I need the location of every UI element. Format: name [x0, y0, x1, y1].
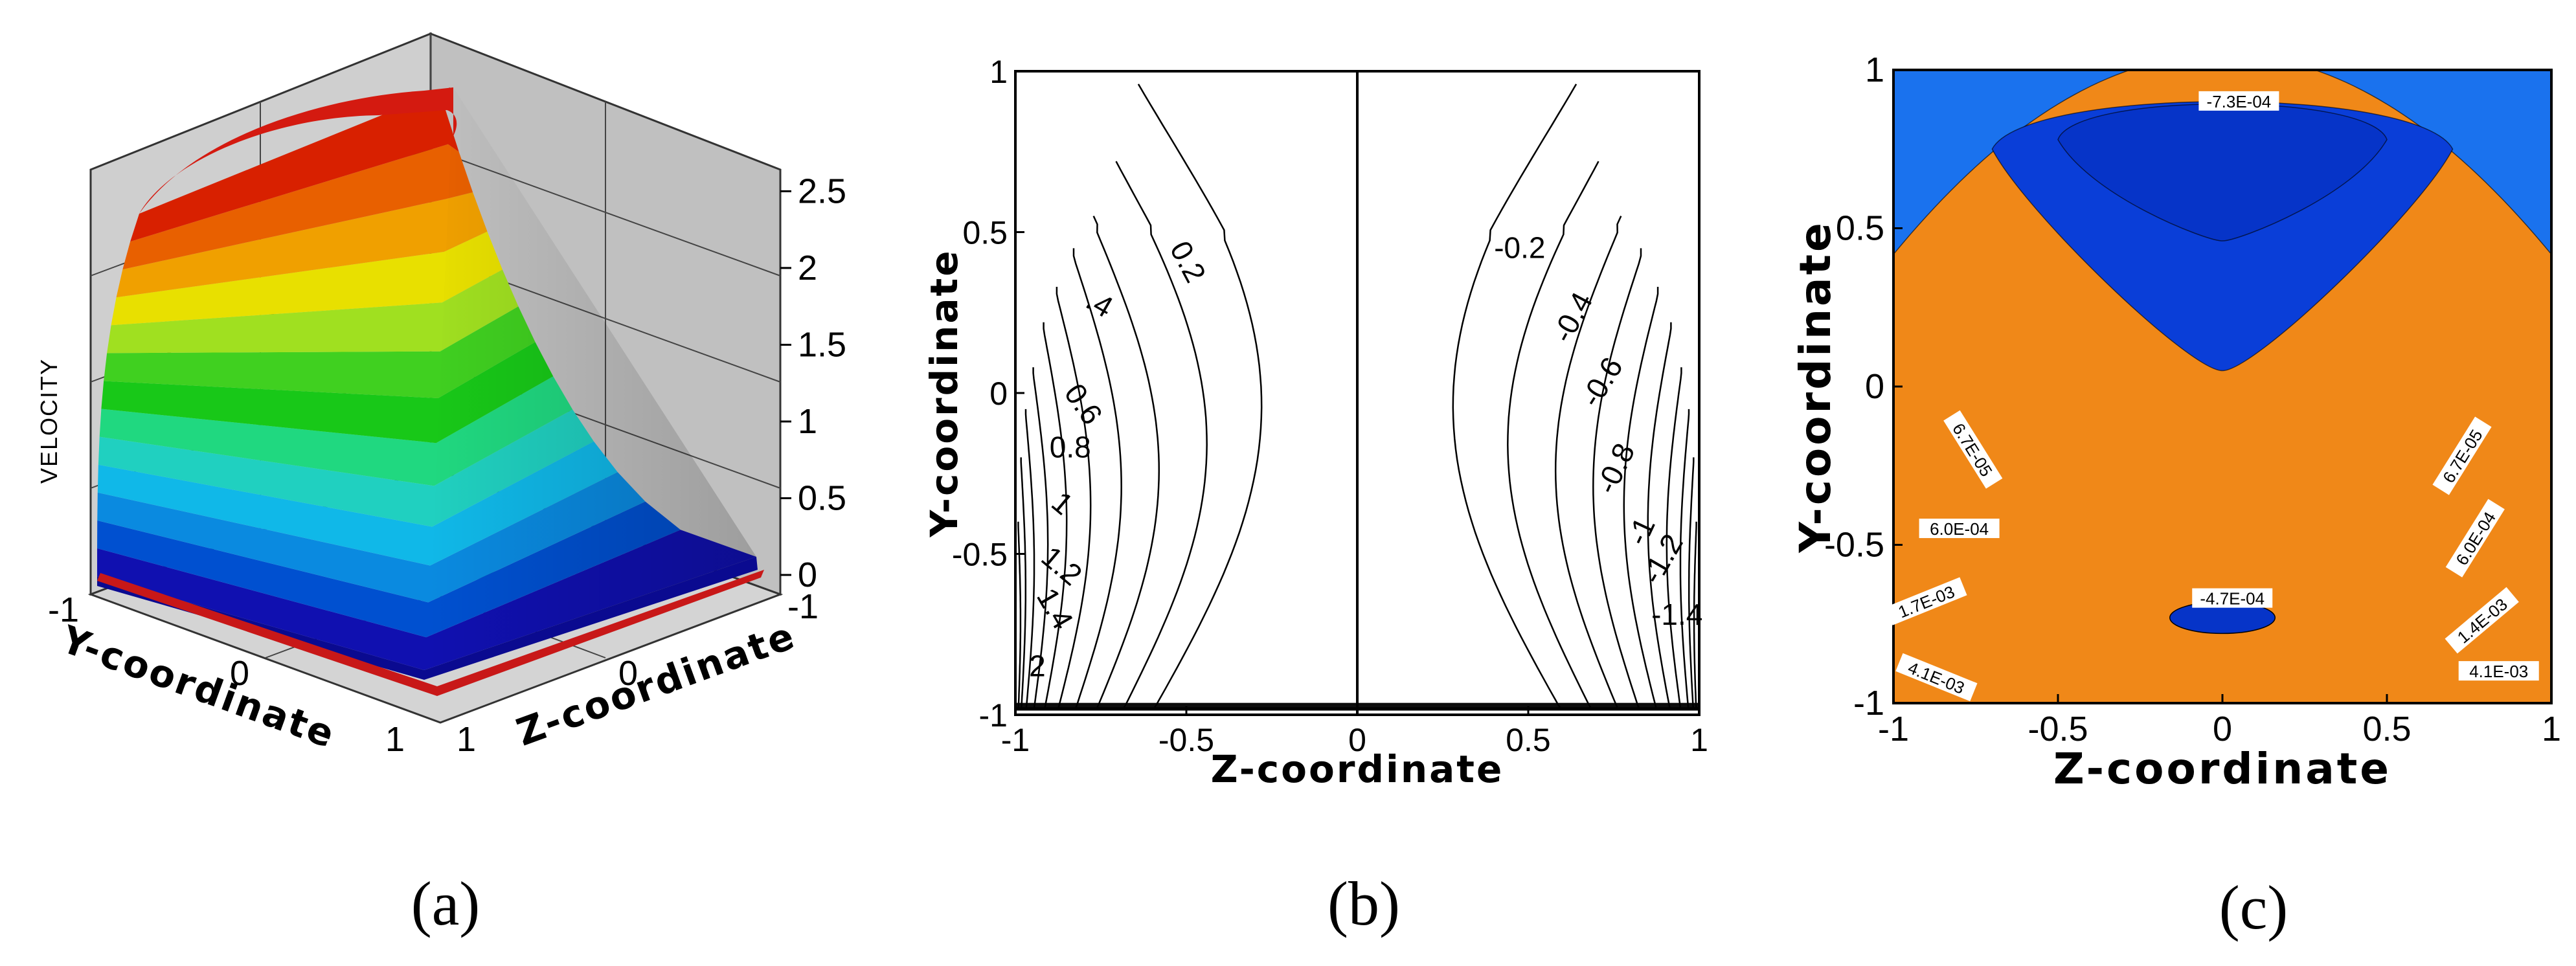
y-axis-label-b: Y-coordinate — [922, 249, 966, 537]
x-tick-label-b: 0.5 — [1506, 722, 1551, 758]
x-tick-label-b: 0 — [1348, 722, 1366, 758]
contour-label-text: -7.3E-04 — [2207, 92, 2272, 111]
contour-line — [1115, 161, 1208, 711]
contour-line — [1020, 457, 1027, 710]
contour-label-text: -4.7E-04 — [2200, 589, 2265, 609]
contour-line — [1647, 322, 1672, 710]
contour-label-bg — [2192, 588, 2273, 608]
panel-b-contour-plot: 0.2.40.60.811.21.42-0.2-0.4-0.6-0.8-1-1.… — [922, 54, 1708, 791]
y-tick-label-c: 0.5 — [1836, 209, 1884, 248]
contour-line — [1666, 367, 1682, 710]
x-axis-label-b: Z-coordinate — [1211, 747, 1504, 791]
y-tick-label-c: 1 — [1865, 51, 1884, 89]
x-tick-label-c: 0 — [2213, 710, 2232, 748]
x-tick-label-b: 1 — [1690, 722, 1708, 758]
x-tick-label-c: 1 — [2542, 710, 2561, 748]
y-tick-label-c: 0 — [1865, 367, 1884, 406]
contour-label-bg — [2198, 91, 2279, 111]
contour-line — [1137, 84, 1263, 711]
z-tick-label: 0.5 — [798, 478, 846, 517]
contour-label-bg — [1943, 410, 2003, 489]
y-tick-minus1: -1 — [48, 590, 79, 629]
surface-band-9 — [111, 231, 503, 326]
contour-label-bg — [2458, 661, 2539, 681]
caption-b: (b) — [1328, 869, 1400, 938]
z-tick-label: 2.5 — [798, 172, 846, 210]
contour-label-c: 6.0E-04 — [1919, 519, 2000, 539]
contour-line — [1623, 287, 1659, 710]
contour-label-c: -7.3E-04 — [2198, 91, 2279, 111]
contour-line — [1056, 287, 1092, 710]
contour-label-left: 0.8 — [1050, 430, 1091, 464]
y-tick-label-c: -0.5 — [1824, 526, 1884, 565]
contour-fills-c — [1893, 70, 2551, 703]
contour-label-bg — [1919, 519, 2000, 539]
surface-top-cap — [139, 87, 457, 214]
contour-label-bg — [1885, 577, 1967, 625]
surface-band-12 — [130, 87, 459, 242]
y-tick-label-c: -1 — [1853, 684, 1884, 723]
y-tick-0: 0 — [230, 654, 249, 693]
contour-line — [1507, 161, 1599, 711]
z-axis-ticks: 0 0.5 1 1.5 2 2.5 — [780, 172, 846, 594]
contour-fill-core-inner — [2057, 103, 2388, 242]
surface-band-10 — [116, 192, 488, 298]
contour-line — [1032, 367, 1049, 710]
z-tick-0: 0 — [618, 654, 638, 693]
x-tick-label-c: -1 — [1878, 710, 1909, 748]
x-tick-label-b: -1 — [1001, 722, 1030, 758]
contour-line — [1693, 521, 1697, 710]
contour-label-bg — [2445, 499, 2505, 578]
x-tick-label-c: -0.5 — [2028, 710, 2088, 748]
z-tick-minus1: -1 — [787, 587, 819, 626]
surface-band-11 — [122, 144, 473, 270]
contour-line — [1072, 248, 1122, 710]
y-tick-label-b: -1 — [979, 697, 1008, 734]
axis-ticks-c: -1 -0.5 0 0.5 1 -1 -0.5 0 0.5 1 — [1824, 51, 2561, 748]
caption-a: (a) — [411, 869, 480, 938]
surface-band-8 — [107, 269, 519, 354]
contour-line — [1592, 248, 1642, 710]
contour-label-bg — [1895, 653, 1978, 702]
z-tick-label: 0 — [798, 556, 817, 594]
contour-label-bg — [2432, 416, 2492, 495]
contour-label-right: -1.4 — [1651, 598, 1702, 631]
contour-line — [1092, 216, 1160, 710]
contour-label-text: 4.1E-03 — [2469, 662, 2528, 681]
contour-line — [1554, 216, 1622, 710]
z-axis-label: VELOCITY — [36, 358, 62, 484]
y-tick-label-b: -0.5 — [952, 537, 1008, 573]
caption-c: (c) — [2219, 873, 2288, 942]
y-axis-label-c: Y-coordinate — [1791, 220, 1840, 554]
x-tick-label-b: -0.5 — [1158, 722, 1214, 758]
surface-band-7 — [104, 306, 536, 398]
y-tick-label-b: 1 — [989, 54, 1008, 90]
surface-side-shade — [427, 87, 756, 670]
z-tick-label: 1 — [798, 402, 817, 441]
contour-label-c: -4.7E-04 — [2192, 588, 2273, 609]
contour-label-bg — [2445, 587, 2519, 654]
contour-label-c: 4.1E-03 — [2458, 661, 2539, 681]
contour-line — [1043, 322, 1068, 710]
x-axis-label-c: Z-coordinate — [2053, 744, 2391, 794]
z-tick-label: 2 — [798, 249, 817, 287]
y-tick-label-b: 0.5 — [962, 215, 1008, 251]
panel-c-filled-contour-plot: -7.3E-04-4.7E-046.7E-05 6.7E-056.0E-04 6.0… — [1791, 51, 2561, 794]
contour-line — [1024, 409, 1035, 710]
y-tick-label-b: 0 — [989, 376, 1008, 412]
x-tick-label-c: 0.5 — [2362, 710, 2411, 748]
contour-label-text: 6.0E-04 — [1930, 519, 1989, 539]
contour-label-right: -0.2 — [1494, 230, 1545, 264]
contour-line — [1452, 84, 1577, 711]
contour-label-left: 2 — [1029, 649, 1046, 682]
z-tick-1: 1 — [457, 720, 476, 759]
panel-a-surface-plot: 00.511.522.5 VELOCITY -1 0 1 Y-coordinat… — [36, 32, 846, 759]
y-tick-1: 1 — [385, 720, 405, 759]
contour-line — [1679, 409, 1690, 710]
axis-ticks-b: -1 -0.5 0 0.5 1 -1 -0.5 0 0.5 1 — [952, 54, 1708, 758]
contour-line — [1688, 457, 1695, 710]
z-tick-label: 1.5 — [798, 325, 846, 364]
